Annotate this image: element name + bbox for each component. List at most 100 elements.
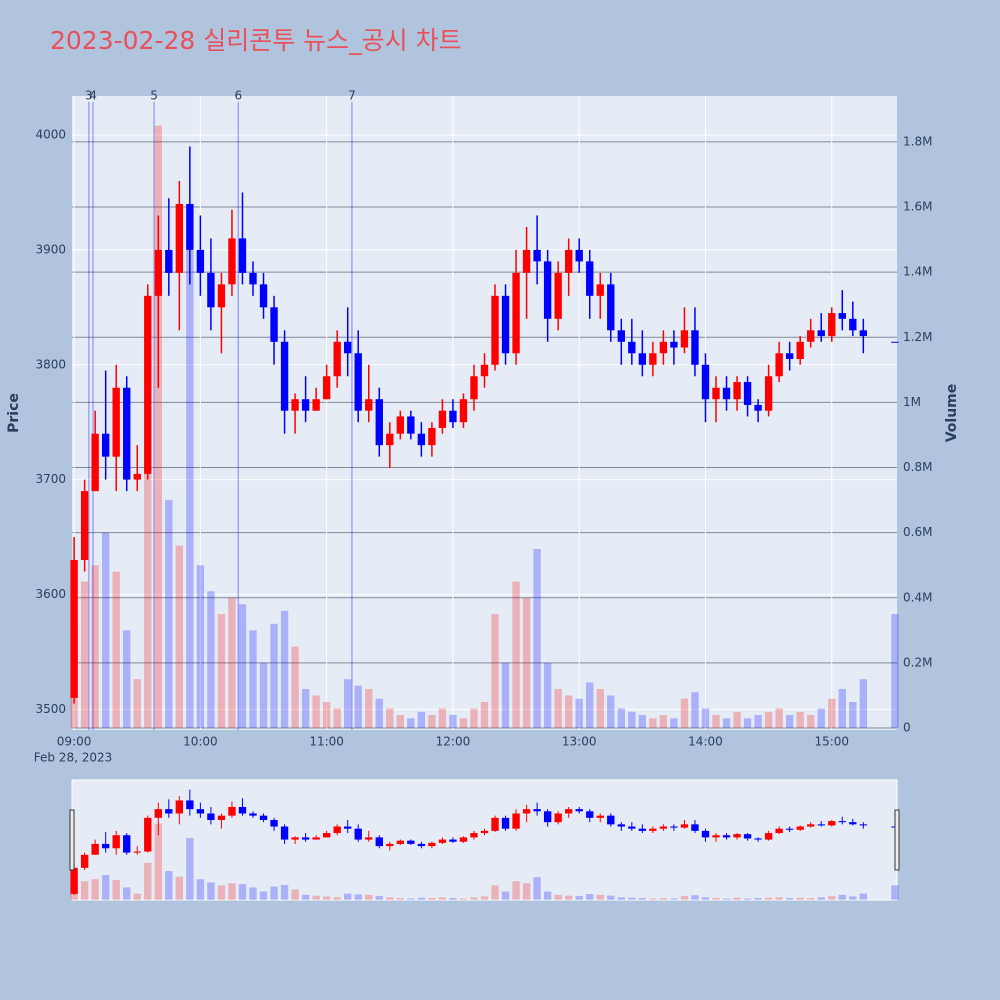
slider-volume-bar (144, 862, 152, 900)
y2-tick-label: 1.8M (903, 134, 932, 148)
candle-body (565, 249, 573, 273)
slider-candle-body (123, 835, 131, 853)
slider-volume-bar (133, 893, 141, 900)
slider-volume-bar (512, 881, 520, 900)
x-tick-label: 14:00 (688, 735, 723, 749)
slider-volume-bar (617, 897, 625, 900)
volume-bar (659, 715, 668, 729)
volume-bar (691, 692, 699, 729)
candle-body (312, 399, 320, 411)
x-date-label: Feb 28, 2023 (34, 751, 113, 765)
slider-volume-bar (575, 896, 583, 900)
volume-bar (491, 614, 499, 729)
slider-candle-body (859, 824, 868, 826)
slider-candle-body (628, 826, 636, 829)
slider-candle-body (217, 815, 226, 820)
slider-volume-bar (543, 891, 552, 900)
slider-volume-bar (301, 894, 310, 900)
candle-body (775, 353, 783, 377)
slider-candle-body (554, 813, 562, 823)
volume-bar (333, 708, 341, 729)
candle-body (817, 330, 825, 337)
volume-bar (670, 718, 678, 729)
slider-candle-body (80, 854, 89, 868)
annotation-label: 4 (89, 89, 97, 103)
slider-volume-bar (680, 896, 689, 900)
slider-volume-bar (123, 887, 131, 900)
candle-body (365, 399, 373, 411)
slider-volume-bar (554, 894, 562, 900)
candle-body (533, 249, 541, 262)
candle-body (480, 364, 489, 377)
volume-bar (565, 695, 573, 729)
annotation-label: 7 (348, 89, 356, 103)
candle-body (217, 284, 226, 308)
candle-body (70, 560, 78, 698)
slider-candle-body (764, 833, 773, 840)
slider-volume-bar (259, 891, 268, 900)
slider-volume-bar (228, 883, 236, 900)
slider-candle-body (112, 835, 120, 849)
y-tick-label: 3900 (35, 242, 66, 256)
volume-bar (712, 715, 720, 729)
plot-area (72, 96, 897, 730)
slider-candle-body (607, 815, 615, 825)
volume-bar (891, 614, 899, 729)
slider-volume-bar (417, 897, 426, 900)
volume-bar (449, 715, 457, 729)
slider-volume-bar (207, 882, 215, 900)
candle-body (175, 203, 184, 273)
slider-candle-body (828, 821, 836, 826)
slider-volume-bar (649, 898, 657, 900)
volume-bar (722, 718, 731, 729)
slider-volume-bar (596, 894, 604, 900)
candle-body (301, 399, 310, 411)
candle-body (438, 410, 447, 428)
slider-volume-bar (333, 897, 341, 900)
volume-bar (301, 688, 310, 729)
slider-candle-body (144, 817, 152, 852)
slider-candle-body (533, 809, 541, 812)
volume-bar (796, 711, 804, 729)
slider-volume-bar (112, 880, 120, 900)
volume-bar (543, 662, 552, 729)
slider-candle-body (722, 835, 731, 838)
candle-body (680, 330, 689, 348)
volume-bar (680, 698, 689, 729)
volume-bar (322, 701, 331, 729)
candle-body (375, 399, 383, 446)
slider-volume-bar (186, 838, 194, 900)
volume-bar (533, 548, 541, 729)
slider-candle-body (512, 813, 520, 829)
slider-candle-body (70, 867, 78, 894)
annotation-label: 5 (150, 89, 158, 103)
candle-body (238, 238, 247, 273)
x-tick-label: 13:00 (562, 735, 597, 749)
slider-volume-bar (807, 898, 815, 900)
volume-bar (375, 698, 383, 729)
volume-bar (859, 679, 868, 729)
slider-candle-body (417, 843, 426, 847)
candle-body (291, 399, 299, 411)
volume-bar (512, 581, 520, 729)
slider-volume-bar (217, 885, 226, 900)
volume-bar (428, 715, 436, 729)
candle-body (743, 381, 752, 405)
volume-bar (175, 545, 184, 729)
candle-body (428, 427, 436, 446)
slider-candle-body (301, 837, 310, 840)
slider-volume-bar (859, 893, 868, 900)
volume-bar (754, 715, 762, 729)
slider-candle-body (407, 840, 415, 844)
slider-volume-bar (428, 898, 436, 900)
slider-candle-body (259, 815, 268, 820)
volume-bar (354, 685, 362, 729)
candle-body (659, 341, 668, 354)
slider-candle-body (291, 837, 299, 840)
slider-volume-bar (175, 876, 184, 900)
slider-volume-bar (354, 894, 362, 900)
volume-bar (186, 239, 194, 729)
slider-volume-bar (785, 898, 794, 900)
volume-bar (207, 591, 215, 729)
slider-volume-bar (817, 897, 825, 900)
